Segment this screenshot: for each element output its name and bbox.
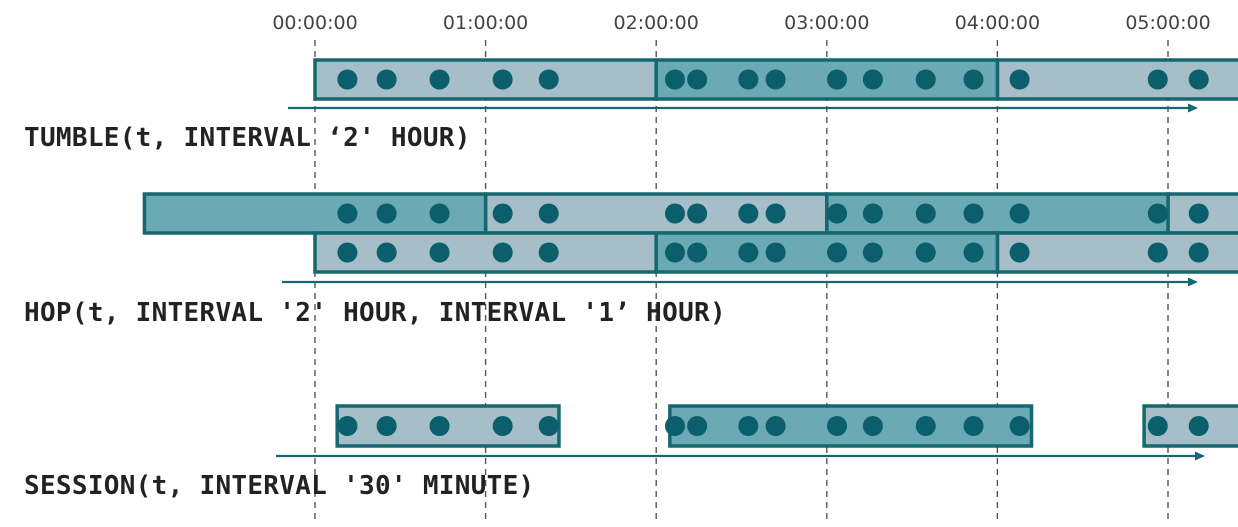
event-dot-9 [827, 203, 848, 224]
event-dot-13 [1009, 69, 1030, 90]
event-dot-5 [664, 416, 685, 436]
event-dot-10 [862, 416, 883, 436]
tumble-window-0-1 [654, 58, 1000, 101]
window-captions: TUMBLE(t, INTERVAL ‘2' HOUR) HOP(t, INTER… [24, 123, 726, 501]
event-dot-11 [915, 242, 936, 263]
event-dot-3 [492, 416, 513, 436]
event-dot-0 [337, 242, 358, 263]
event-dot-14 [1147, 69, 1168, 90]
event-dot-6 [687, 203, 708, 224]
time-axis-ticks: 00:00:00 01:00:00 02:00:00 03:00:00 04:00:00… [272, 12, 1210, 34]
event-dot-8 [765, 242, 786, 263]
window-panels [142, 58, 1238, 461]
event-dot-12 [963, 203, 984, 224]
event-dot-13 [1009, 203, 1030, 224]
event-dot-10 [862, 69, 883, 90]
event-dot-1 [376, 242, 397, 263]
event-dot-4 [538, 69, 559, 90]
event-dot-11 [915, 416, 936, 436]
event-dot-14 [1147, 203, 1168, 224]
event-dot-1 [376, 416, 397, 436]
hop-caption: HOP(t, INTERVAL '2' HOUR, INTERVAL '1’ H… [24, 298, 726, 328]
event-dot-7 [738, 242, 759, 263]
tick-label-4: 04:00:00 [955, 12, 1040, 34]
event-dot-10 [862, 242, 883, 263]
session-arrow-head-icon [1195, 451, 1205, 461]
event-dot-9 [827, 242, 848, 263]
event-dot-10 [862, 203, 883, 224]
event-dot-0 [337, 416, 358, 436]
window-row-0 [335, 404, 1238, 448]
event-dot-15 [1188, 203, 1209, 224]
session-caption: SESSION(t, INTERVAL '30' MINUTE) [24, 471, 535, 501]
event-dot-0 [337, 69, 358, 90]
event-dot-12 [963, 416, 984, 436]
event-dot-1 [376, 69, 397, 90]
event-dot-9 [827, 416, 848, 436]
event-dot-4 [538, 242, 559, 263]
event-dot-11 [915, 203, 936, 224]
event-dot-3 [492, 69, 513, 90]
hour-gridlines [314, 40, 1169, 520]
event-dot-15 [1188, 242, 1209, 263]
hop-window-0-0 [142, 192, 488, 235]
event-dot-0 [337, 203, 358, 224]
event-dot-4 [538, 203, 559, 224]
event-dot-14 [1147, 242, 1168, 263]
hop-window-0-2 [825, 192, 1170, 235]
event-dot-8 [765, 416, 786, 436]
event-dot-7 [738, 416, 759, 436]
event-dot-8 [765, 69, 786, 90]
event-dot-5 [664, 69, 685, 90]
event-dot-5 [664, 203, 685, 224]
event-dot-9 [827, 69, 848, 90]
tumble-caption: TUMBLE(t, INTERVAL ‘2' HOUR) [24, 123, 471, 153]
event-dot-2 [429, 203, 450, 224]
tick-label-5: 05:00:00 [1125, 12, 1210, 34]
tumble-window-0-0 [313, 58, 658, 101]
event-dot-15 [1188, 416, 1209, 436]
session-window-0-0 [335, 404, 561, 448]
event-dot-7 [738, 69, 759, 90]
panel-tumble [288, 58, 1238, 113]
event-dot-2 [429, 416, 450, 436]
hop-window-1-1 [654, 231, 1000, 274]
event-dot-15 [1188, 69, 1209, 90]
event-dot-11 [915, 69, 936, 90]
event-dot-5 [664, 242, 685, 263]
window-row-0 [313, 58, 1238, 101]
event-dot-2 [429, 242, 450, 263]
window-row-0 [142, 192, 1238, 235]
event-dot-2 [429, 69, 450, 90]
event-dot-13 [1009, 416, 1030, 436]
tick-label-1: 01:00:00 [443, 12, 528, 34]
panel-hop [142, 192, 1238, 287]
event-dot-1 [376, 203, 397, 224]
window-row-1 [313, 231, 1238, 274]
event-dot-6 [687, 242, 708, 263]
event-dot-3 [492, 242, 513, 263]
event-dot-6 [687, 69, 708, 90]
tick-label-3: 03:00:00 [784, 12, 869, 34]
panel-session [276, 404, 1238, 461]
hop-window-1-0 [313, 231, 658, 274]
event-dot-7 [738, 203, 759, 224]
event-dot-14 [1147, 416, 1168, 436]
event-dot-12 [963, 69, 984, 90]
tick-label-2: 02:00:00 [614, 12, 699, 34]
tumble-arrow-head-icon [1188, 103, 1198, 113]
event-dot-3 [492, 203, 513, 224]
event-dot-4 [538, 416, 559, 436]
event-dot-8 [765, 203, 786, 224]
event-dot-12 [963, 242, 984, 263]
event-dot-13 [1009, 242, 1030, 263]
event-dot-6 [687, 416, 708, 436]
tick-label-0: 00:00:00 [272, 12, 357, 34]
hop-arrow-head-icon [1188, 277, 1198, 287]
